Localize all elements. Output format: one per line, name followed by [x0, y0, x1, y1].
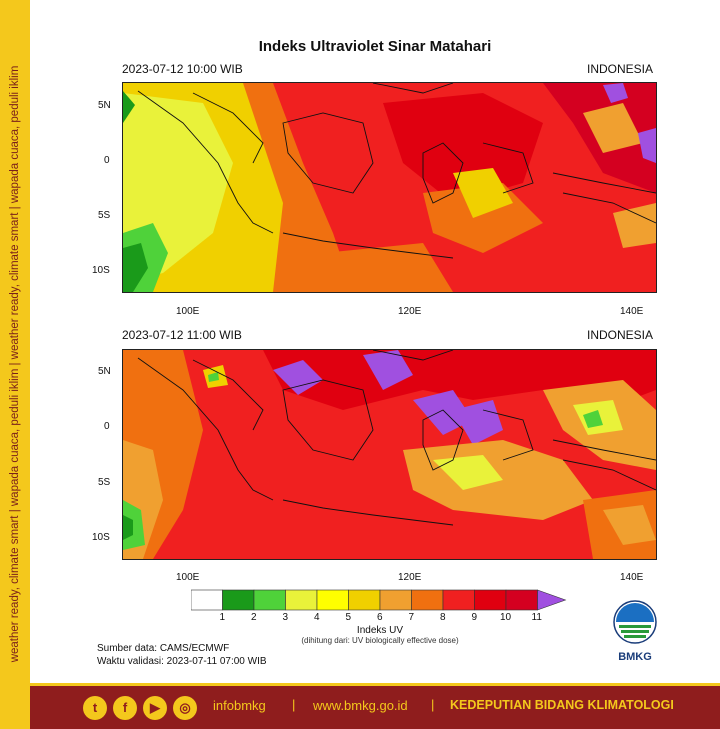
footer-handle[interactable]: infobmkg	[213, 698, 266, 713]
footer-unit: KEDEPUTIAN BIDANG KLIMATOLOGI	[450, 698, 674, 712]
panel-2-region: INDONESIA	[587, 328, 654, 342]
bmkg-emblem-icon	[613, 600, 657, 644]
lon-tick-100e: 100E	[176, 306, 200, 317]
bmkg-logo-text: BMKG	[618, 651, 652, 663]
facebook-icon[interactable]: f	[113, 696, 137, 720]
lon-tick-120e: 120E	[398, 306, 422, 317]
side-banner: weather ready, climate smart | wapada cu…	[0, 0, 30, 729]
colorbar-segment	[285, 589, 318, 611]
youtube-icon[interactable]: ▶	[143, 696, 167, 720]
colorbar-tick-label: 7	[408, 612, 415, 623]
colorbar-tick-label: 11	[531, 612, 542, 623]
lat-tick-0: 0	[104, 421, 110, 432]
footer-separator: |	[431, 697, 435, 712]
colorbar-tick-label: 5	[345, 612, 352, 623]
uv-map-1000	[122, 82, 657, 293]
colorbar-tick-label: 8	[440, 612, 446, 623]
lat-tick-5n: 5N	[98, 366, 111, 377]
colorbar-subtitle: (dihitung dari: UV biologically effectiv…	[301, 636, 459, 645]
colorbar-segment	[442, 589, 475, 611]
colorbar-tick-label: 3	[282, 612, 289, 623]
lat-tick-5s: 5S	[98, 210, 111, 221]
lon-tick-100e: 100E	[176, 572, 200, 583]
colorbar-tick-label: 1	[219, 612, 226, 623]
validation-time: Waktu validasi: 2023-07-11 07:00 WIB	[97, 656, 267, 667]
lat-tick-5n: 5N	[98, 100, 111, 111]
colorbar-segment	[348, 589, 381, 611]
twitter-icon[interactable]: t	[83, 696, 107, 720]
data-source: Sumber data: CAMS/ECMWF	[97, 643, 230, 654]
footer-stripe	[30, 683, 720, 686]
colorbar-segment	[379, 589, 412, 611]
colorbar-arrow	[537, 589, 567, 611]
colorbar-tick-label: 2	[251, 612, 257, 623]
footer-website[interactable]: www.bmkg.go.id	[313, 698, 408, 713]
colorbar-segment	[316, 589, 349, 611]
lat-tick-5s: 5S	[98, 477, 111, 488]
side-slogan: weather ready, climate smart | wapada cu…	[9, 65, 21, 663]
colorbar-segment	[411, 589, 444, 611]
uv-colorbar	[191, 589, 567, 611]
colorbar-segment	[505, 589, 538, 611]
colorbar-segment	[253, 589, 286, 611]
colorbar-segment	[222, 589, 255, 611]
lat-tick-10s: 10S	[92, 532, 110, 543]
footer-bar: t f ▶ ◎ infobmkg | www.bmkg.go.id | KEDE…	[30, 686, 720, 729]
panel-1-time: 2023-07-12 10:00 WIB	[122, 62, 243, 76]
uv-map-1100	[122, 349, 657, 560]
lon-tick-140e: 140E	[620, 572, 644, 583]
lon-tick-120e: 120E	[398, 572, 422, 583]
colorbar-segment	[191, 589, 223, 611]
lon-tick-140e: 140E	[620, 306, 644, 317]
colorbar-tick-label: 6	[377, 612, 383, 623]
colorbar-title: Indeks UV	[356, 625, 404, 636]
panel-1-region: INDONESIA	[587, 62, 654, 76]
chart-title: Indeks Ultraviolet Sinar Matahari	[258, 38, 492, 55]
colorbar-segment	[474, 589, 507, 611]
instagram-icon[interactable]: ◎	[173, 696, 197, 720]
colorbar-tick-label: 10	[500, 612, 512, 623]
footer-separator: |	[292, 697, 296, 712]
lat-tick-0: 0	[104, 155, 110, 166]
bmkg-logo: BMKG	[610, 600, 660, 666]
colorbar-tick-label: 4	[314, 612, 320, 623]
panel-2-time: 2023-07-12 11:00 WIB	[122, 328, 242, 342]
colorbar-tick-label: 9	[471, 612, 478, 623]
lat-tick-10s: 10S	[92, 265, 110, 276]
